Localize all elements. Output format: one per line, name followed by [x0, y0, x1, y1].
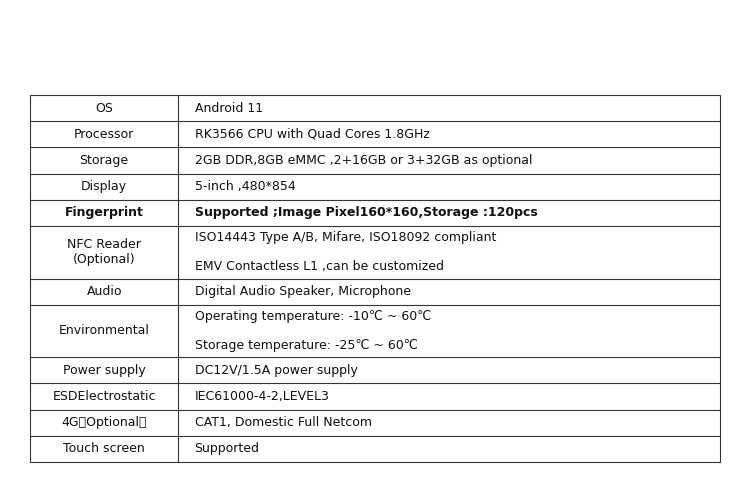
Text: Touch screen: Touch screen [63, 442, 145, 455]
Text: Power supply: Power supply [63, 364, 146, 377]
Text: Android 11: Android 11 [194, 102, 262, 115]
Text: Supported: Supported [194, 442, 260, 455]
Text: 5-inch ,480*854: 5-inch ,480*854 [194, 180, 296, 193]
Text: EMV Contactless L1 ,can be customized: EMV Contactless L1 ,can be customized [194, 260, 443, 273]
Text: NFC Reader
(Optional): NFC Reader (Optional) [68, 238, 141, 266]
Text: IEC61000-4-2,LEVEL3: IEC61000-4-2,LEVEL3 [194, 390, 329, 403]
Text: ISO14443 Type A/B, Mifare, ISO18092 compliant: ISO14443 Type A/B, Mifare, ISO18092 comp… [194, 231, 496, 244]
Text: OS: OS [95, 102, 113, 115]
Text: DC12V/1.5A power supply: DC12V/1.5A power supply [194, 364, 358, 377]
Text: 4G【Optional】: 4G【Optional】 [62, 416, 147, 429]
Bar [30, 95, 720, 462]
Text: CAT1, Domestic Full Netcom: CAT1, Domestic Full Netcom [194, 416, 371, 429]
Text: Processor: Processor [74, 128, 134, 141]
Text: Operating temperature: -10℃ ~ 60℃: Operating temperature: -10℃ ~ 60℃ [194, 310, 430, 323]
Text: Storage temperature: -25℃ ~ 60℃: Storage temperature: -25℃ ~ 60℃ [194, 339, 417, 352]
Text: F1 PLUS PARAMETERS: F1 PLUS PARAMETERS [186, 23, 564, 52]
Text: Supported ;Image Pixel160*160,Storage :120pcs: Supported ;Image Pixel160*160,Storage :1… [194, 206, 537, 219]
Text: 2GB DDR,8GB eMMC ,2+16GB or 3+32GB as optional: 2GB DDR,8GB eMMC ,2+16GB or 3+32GB as op… [194, 154, 532, 167]
Text: Storage: Storage [80, 154, 129, 167]
Text: Environmental: Environmental [58, 324, 149, 337]
Text: Fingerprint: Fingerprint [64, 206, 143, 219]
Text: Audio: Audio [86, 285, 122, 298]
Text: Display: Display [81, 180, 128, 193]
Text: Digital Audio Speaker, Microphone: Digital Audio Speaker, Microphone [194, 285, 410, 298]
Text: ESDElectrostatic: ESDElectrostatic [53, 390, 156, 403]
Text: RK3566 CPU with Quad Cores 1.8GHz: RK3566 CPU with Quad Cores 1.8GHz [194, 128, 430, 141]
